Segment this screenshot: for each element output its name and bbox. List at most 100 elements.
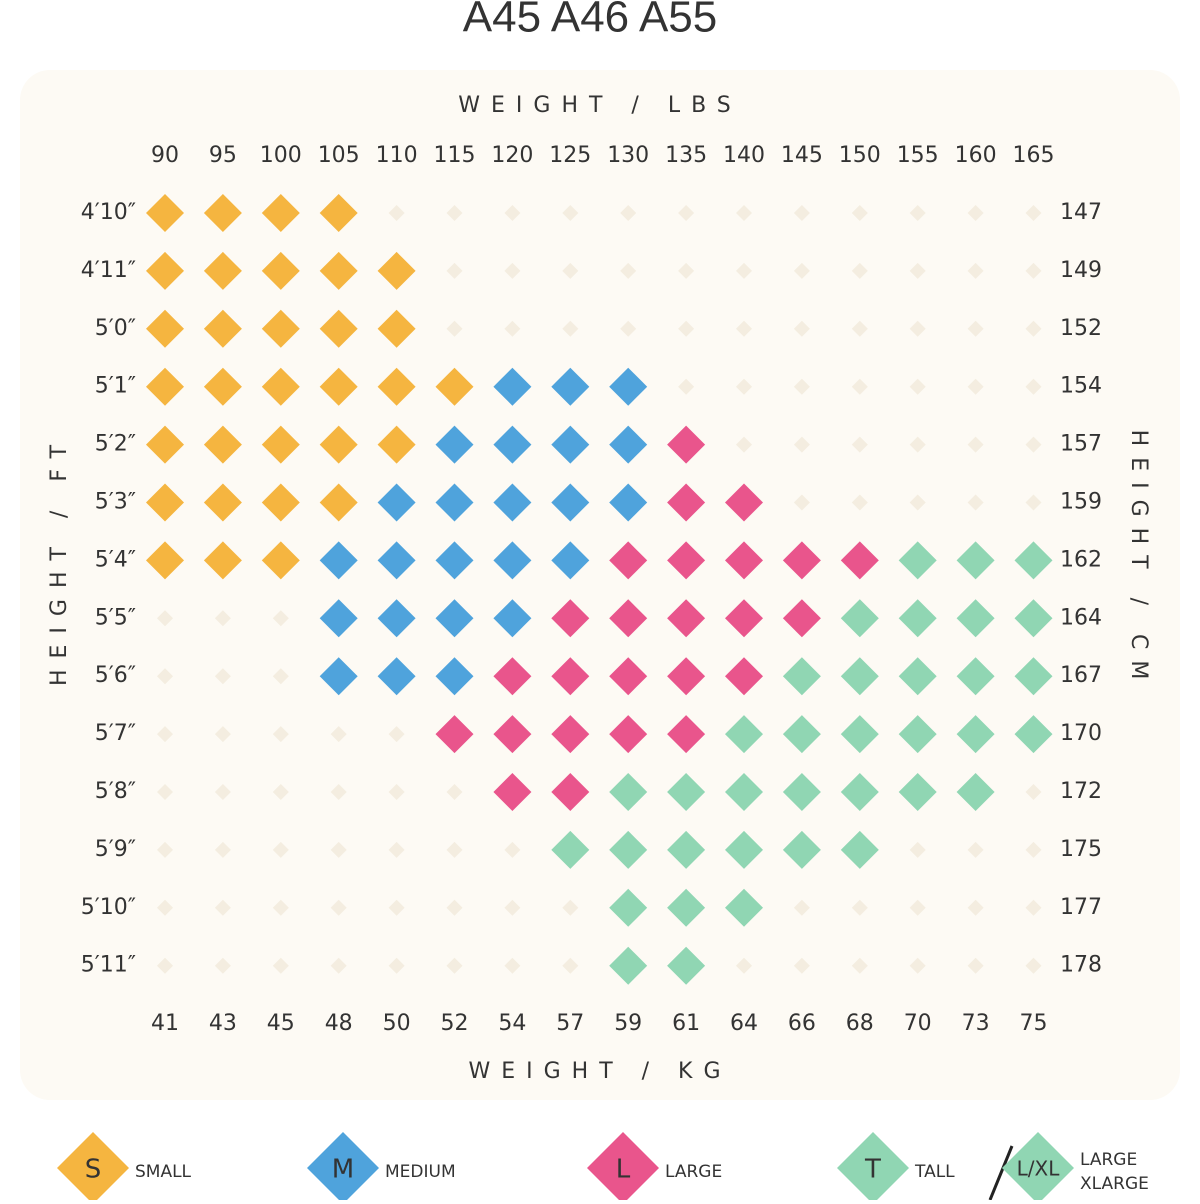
empty-cell [504,957,521,974]
empty-cell [967,899,984,916]
empty-cell [272,841,289,858]
empty-cell [446,899,463,916]
empty-cell [678,205,695,221]
empty-cell [793,494,810,511]
size-cell [435,657,474,696]
legend-slash [988,1145,1014,1201]
empty-cell [909,320,926,337]
lbs-label: 150 [839,143,881,168]
height-ft: 5′1″ [95,374,136,399]
size-cell [203,309,242,348]
kg-label: 70 [904,1011,932,1036]
kg-label: 59 [614,1011,642,1036]
size-cell [725,541,763,580]
empty-cell [504,841,521,858]
empty-cell [504,262,521,279]
size-cell [435,541,474,580]
empty-cell [678,320,695,337]
size-cell [377,657,416,696]
size-cell [840,599,879,638]
size-cell [956,541,995,580]
legend-label: XLARGE [1080,1174,1149,1194]
empty-cell [157,841,173,858]
empty-cell [214,957,231,974]
size-cell [377,251,416,290]
empty-cell [330,784,347,800]
empty-cell [504,320,521,337]
legend-diamond [837,1132,909,1204]
size-cell [667,657,706,696]
height-cm: 177 [1060,895,1102,920]
lbs-label: 130 [607,143,649,168]
size-cell [377,425,416,464]
size-cell [667,773,706,811]
size-cell [725,483,763,522]
height-ft: 5′0″ [95,316,136,341]
lbs-label: 100 [260,143,302,168]
legend-label: LARGE [1080,1150,1137,1170]
height-ft: 5′7″ [95,721,136,746]
kg-label: 75 [1020,1011,1048,1036]
size-cell [261,483,300,522]
height-cm: 162 [1060,547,1102,572]
size-cell [725,599,763,638]
size-cell [898,599,937,638]
empty-cell [562,262,579,279]
size-cell [551,483,590,522]
empty-cell [851,436,868,453]
empty-cell [736,262,752,279]
size-cell [667,946,706,985]
size-cell [261,194,300,232]
empty-cell [967,205,984,221]
size-cell [609,830,648,869]
size-cell [493,483,532,522]
size-cell [203,251,242,290]
empty-cell [330,841,347,858]
lbs-label: 140 [723,143,765,168]
kg-label: 50 [383,1011,411,1036]
size-cell [261,309,300,348]
size-cell [551,367,590,406]
lbs-label: 110 [376,143,418,168]
height-cm: 172 [1060,779,1102,804]
size-cell [203,483,242,522]
empty-cell [851,494,868,511]
empty-cell [388,899,405,916]
height-ft: 5′9″ [95,837,136,862]
empty-cell [1025,841,1042,858]
size-cell [493,367,532,406]
size-cell [435,483,474,522]
size-cell [609,425,648,464]
size-cell [146,309,184,348]
empty-cell [620,320,637,337]
size-cell [203,367,242,406]
height-cm: 164 [1060,605,1102,630]
height-ft: 5′10″ [81,895,136,920]
size-cell [203,541,242,580]
size-cell [146,483,184,522]
empty-cell [1025,205,1042,221]
size-cell [609,599,648,638]
height-ft: 5′4″ [95,547,136,572]
size-cell [609,888,648,927]
size-cell [493,599,532,638]
empty-cell [388,841,405,858]
empty-cell [909,262,926,279]
legend-code: S [85,1155,102,1185]
empty-cell [446,205,463,221]
size-cell [493,425,532,464]
height-ft: 5′3″ [95,490,136,515]
size-cell [493,541,532,580]
empty-cell [620,262,637,279]
empty-cell [793,899,810,916]
size-cell [609,541,648,580]
empty-cell [967,262,984,279]
size-cell [319,251,358,290]
size-cell [551,541,590,580]
empty-cell [793,205,810,221]
size-cell [1014,657,1053,696]
empty-cell [967,378,984,395]
empty-cell [793,436,810,453]
empty-cell [214,841,231,858]
size-cell [146,541,184,580]
